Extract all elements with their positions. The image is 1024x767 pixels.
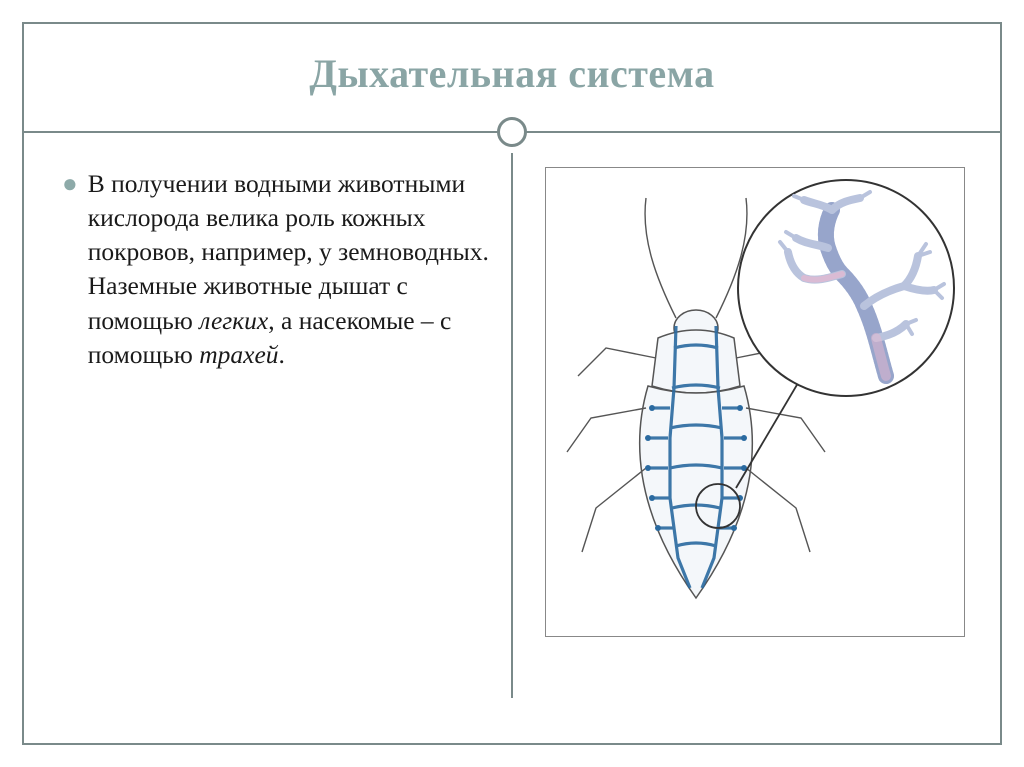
content-row: ● В получении водными животными кислород… (24, 149, 1000, 728)
text-run-3: . (279, 340, 285, 369)
emphasis-lungs: легких (199, 306, 268, 335)
figure-column (513, 149, 1000, 728)
slide-title: Дыхательная система (44, 50, 980, 97)
divider (24, 115, 1000, 149)
slide-frame: Дыхательная система ● В получении водным… (22, 22, 1002, 745)
figure-box (545, 167, 965, 637)
title-area: Дыхательная система (24, 24, 1000, 115)
bullet-item: ● В получении водными животными кислород… (62, 167, 497, 372)
text-column: ● В получении водными животными кислород… (24, 149, 511, 728)
divider-circle-icon (497, 117, 527, 147)
bullet-icon: ● (62, 167, 78, 201)
body-paragraph: В получении водными животными кислорода … (88, 167, 497, 372)
emphasis-trachea: трахей (199, 340, 278, 369)
tracheal-diagram-icon (546, 168, 966, 638)
